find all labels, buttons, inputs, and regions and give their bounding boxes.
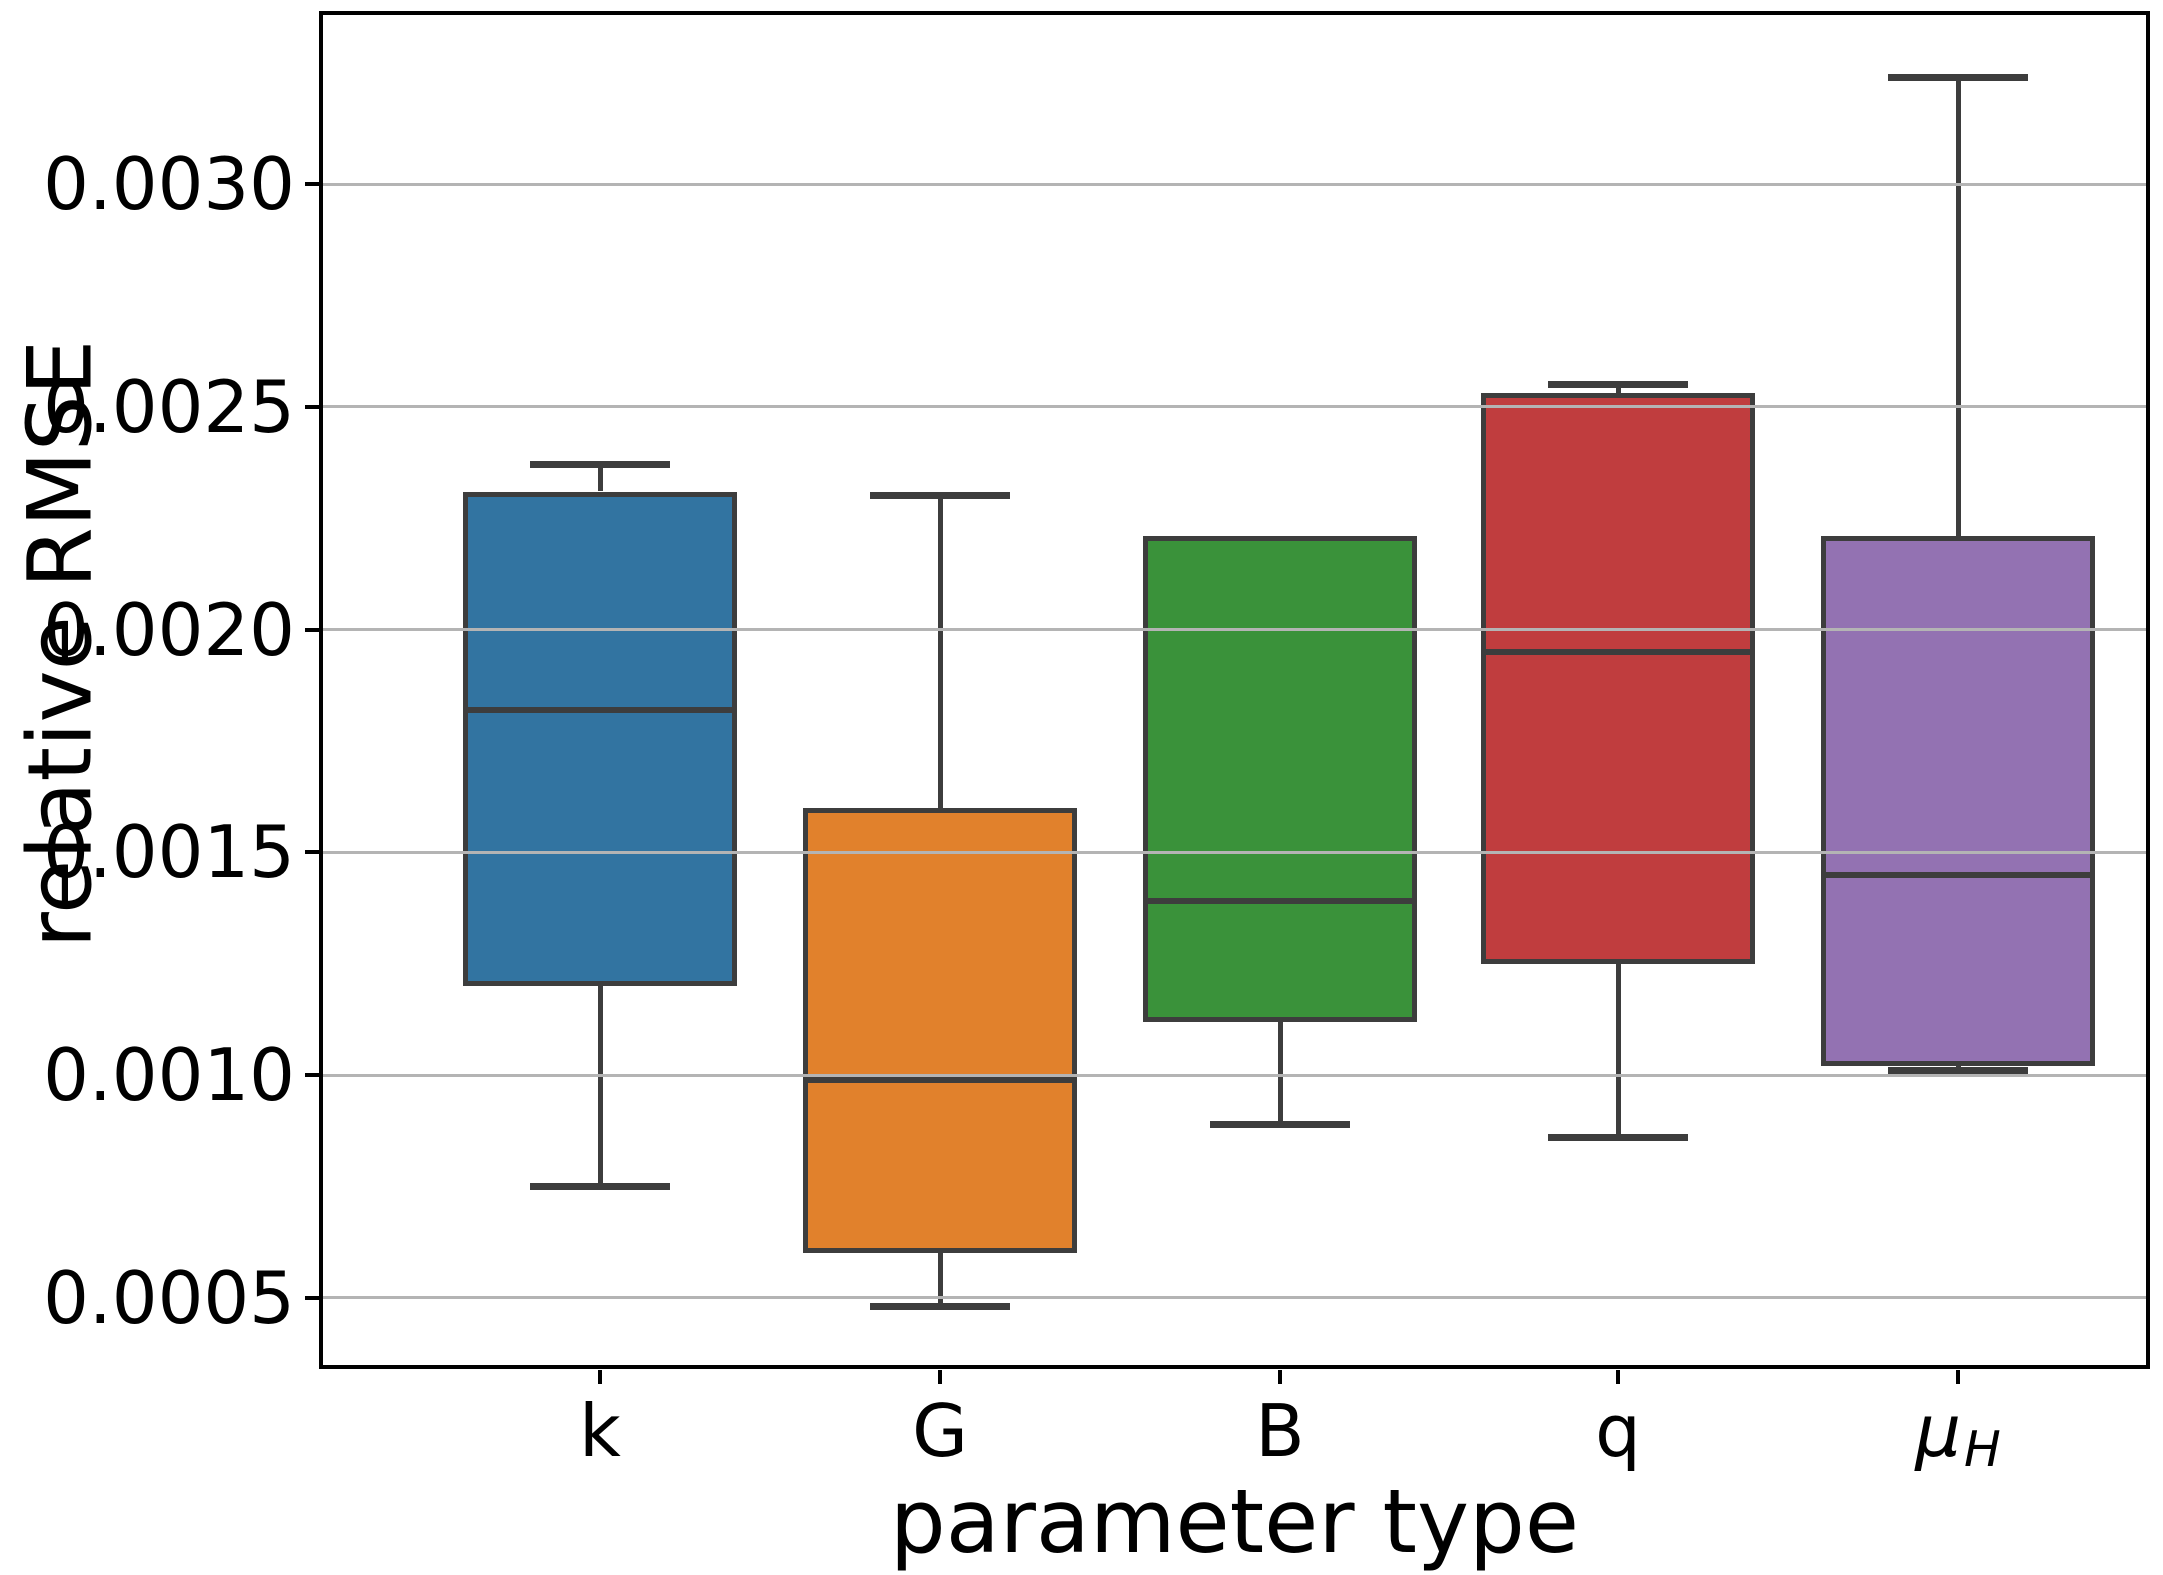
- y-tick-mark: [305, 627, 319, 632]
- box-q: [1481, 393, 1755, 964]
- spine-bottom: [319, 1365, 2150, 1369]
- y-tick-mark: [305, 1295, 319, 1300]
- x-tick-text: μ: [1915, 1389, 1961, 1473]
- x-tick-subscript: H: [1964, 1420, 2001, 1478]
- lower-cap: [870, 1303, 1010, 1311]
- box-group-μH: [321, 13, 2148, 1367]
- gridline: [321, 1073, 2148, 1077]
- upper-cap: [1888, 73, 2028, 81]
- x-tick-label: q: [1418, 1389, 1818, 1479]
- upper-whisker: [1615, 384, 1621, 394]
- gridline: [321, 628, 2148, 632]
- gridline: [321, 182, 2148, 186]
- x-tick-mark: [1956, 1370, 1960, 1384]
- x-tick-text: G: [912, 1389, 968, 1473]
- box-group-q: [321, 13, 2148, 1367]
- y-tick-label: 0.0015: [43, 810, 295, 895]
- x-tick-mark: [938, 1370, 942, 1384]
- y-tick-mark: [305, 850, 319, 855]
- x-tick-label: G: [740, 1389, 1140, 1479]
- lower-whisker: [597, 986, 603, 1187]
- lower-cap: [1888, 1067, 2028, 1075]
- box-group-B: [321, 13, 2148, 1367]
- box-k: [463, 491, 737, 987]
- x-tick-mark: [1278, 1370, 1282, 1384]
- spine-top: [319, 11, 2150, 15]
- y-tick-mark: [305, 404, 319, 409]
- x-tick-mark: [598, 1370, 602, 1384]
- spine-left: [319, 11, 323, 1369]
- box-G: [803, 807, 1077, 1254]
- median-line: [1821, 871, 2095, 878]
- x-tick-mark: [1616, 1370, 1620, 1384]
- gridline: [321, 1296, 2148, 1300]
- y-tick-label: 0.0030: [43, 142, 295, 227]
- y-tick-label: 0.0020: [43, 587, 295, 672]
- median-line: [1481, 648, 1755, 655]
- upper-cap: [870, 492, 1010, 500]
- upper-whisker: [1955, 77, 1961, 537]
- median-line: [463, 706, 737, 713]
- gridline: [321, 850, 2148, 854]
- lower-whisker: [937, 1253, 943, 1307]
- lower-cap: [1548, 1134, 1688, 1142]
- y-tick-label: 0.0005: [43, 1255, 295, 1340]
- upper-cap: [530, 461, 670, 469]
- median-line: [1143, 898, 1417, 905]
- y-tick-mark: [305, 1073, 319, 1078]
- box-μH: [1821, 536, 2095, 1067]
- spine-right: [2146, 11, 2150, 1369]
- gridline: [321, 405, 2148, 409]
- median-line: [803, 1076, 1077, 1083]
- x-tick-label: μH: [1758, 1389, 2158, 1479]
- upper-whisker: [937, 495, 943, 808]
- x-tick-text: k: [579, 1389, 621, 1473]
- x-tick-text: q: [1595, 1389, 1641, 1473]
- plot-area: [321, 13, 2148, 1367]
- x-tick-label: k: [400, 1389, 800, 1479]
- box-group-G: [321, 13, 2148, 1367]
- box-group-k: [321, 13, 2148, 1367]
- y-tick-label: 0.0025: [43, 364, 295, 449]
- x-axis-label: parameter type: [889, 1470, 1580, 1573]
- box-B: [1143, 536, 1417, 1022]
- x-tick-label: B: [1080, 1389, 1480, 1479]
- x-tick-text: B: [1255, 1389, 1305, 1473]
- lower-whisker: [1277, 1021, 1283, 1125]
- lower-whisker: [1615, 963, 1621, 1138]
- upper-whisker: [597, 464, 603, 492]
- lower-cap: [530, 1183, 670, 1191]
- y-tick-mark: [305, 182, 319, 187]
- upper-cap: [1548, 381, 1688, 389]
- y-tick-label: 0.0010: [43, 1033, 295, 1118]
- lower-cap: [1210, 1120, 1350, 1128]
